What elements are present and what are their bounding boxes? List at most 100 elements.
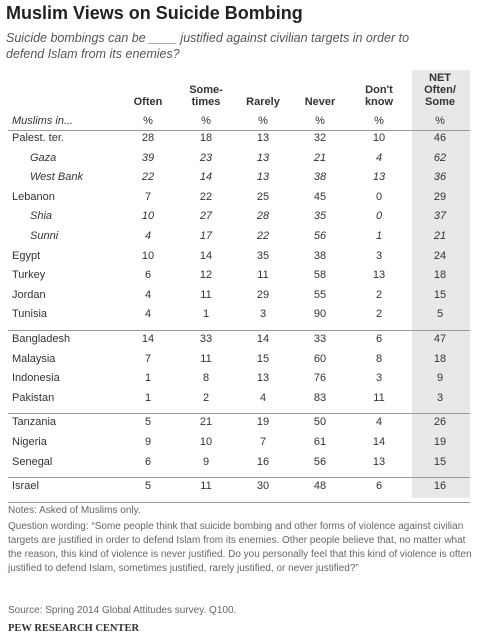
cell: 21 [313, 151, 327, 164]
cell: 2 [375, 288, 383, 301]
question: Question wording: “Some people think tha… [8, 521, 472, 574]
cell: 3 [436, 391, 444, 404]
cell: 32 [313, 132, 327, 144]
cell: 11 [200, 288, 212, 301]
cell: 4 [375, 151, 383, 164]
row-label: Nigeria [12, 436, 47, 448]
row-label: Egypt [12, 249, 41, 262]
cell: 14 [141, 333, 155, 345]
row-label: Tunisia [12, 308, 48, 321]
cell: 35 [256, 249, 270, 262]
row-label: Pakistan [12, 391, 55, 404]
row-label: Lebanon [12, 190, 55, 203]
cell: 2 [375, 308, 383, 321]
separator [8, 477, 470, 479]
cell: 14 [199, 249, 213, 262]
column-header: Often/ [424, 84, 456, 96]
cell: 76 [313, 372, 327, 385]
cell: 50 [313, 416, 327, 429]
cell: 33 [199, 333, 213, 345]
column-header: Some- [189, 84, 223, 96]
row-label: Shia [30, 210, 53, 223]
cell: 17 [199, 230, 213, 242]
cell: 15 [433, 455, 447, 468]
cell: 15 [256, 352, 270, 365]
cell: 10 [199, 436, 213, 448]
row-label: Israel [12, 480, 39, 493]
row-label: Tanzania [12, 416, 57, 429]
column-header: Don't [365, 84, 393, 96]
org: PEW RESEARCH CENTER [8, 623, 140, 634]
cell: 13 [372, 269, 386, 282]
source: Source: Spring 2014 Global Attitudes sur… [8, 605, 237, 616]
row-label: Jordan [12, 288, 46, 301]
subtitle: Suicide bombings can be ____ justified a… [6, 31, 410, 61]
cell: 46 [433, 132, 447, 144]
cell: 3 [375, 372, 383, 385]
cell: 6 [375, 333, 383, 345]
cell: 21 [433, 230, 447, 242]
cell: 22 [256, 230, 270, 242]
unit: % [201, 115, 211, 127]
cell: 56 [313, 230, 327, 242]
unit: % [315, 115, 325, 127]
cell: 11 [200, 480, 212, 493]
cell: 62 [433, 151, 447, 164]
cell: 29 [256, 288, 270, 301]
row-label: West Bank [30, 171, 83, 184]
row-label: Senegal [12, 455, 53, 468]
cell: 11 [373, 391, 385, 404]
cell: 4 [144, 230, 152, 242]
column-header: Never [304, 96, 336, 108]
cell: 25 [256, 190, 270, 203]
cell: 83 [313, 391, 327, 404]
cell: 5 [144, 480, 152, 493]
cell: 10 [141, 249, 155, 262]
cell: 6 [375, 480, 383, 493]
cell: 6 [144, 455, 152, 468]
cell: 37 [433, 210, 447, 223]
cell: 13 [256, 171, 270, 184]
cell: 5 [144, 416, 152, 429]
unit: % [258, 115, 268, 127]
notes: Notes: Asked of Muslims only. [8, 505, 141, 516]
column-header: know [364, 96, 394, 108]
cell: 45 [313, 190, 327, 203]
cell: 4 [144, 288, 152, 301]
cell: 5 [436, 308, 444, 321]
cell: 13 [256, 132, 270, 144]
cell: 6 [144, 269, 152, 282]
unit: % [435, 115, 445, 127]
row-label: Indonesia [12, 372, 60, 385]
cell: 4 [144, 308, 152, 321]
cell: 18 [199, 132, 213, 144]
cell: 19 [433, 436, 447, 448]
net-column-bg [412, 70, 470, 498]
cell: 38 [313, 171, 327, 184]
cell: 23 [199, 151, 213, 164]
cell: 22 [199, 190, 213, 203]
row-label: Gaza [30, 151, 57, 164]
cell: 15 [433, 288, 447, 301]
cell: 26 [433, 416, 447, 429]
row-label: Palest. ter. [12, 132, 64, 144]
cell: 14 [372, 436, 386, 448]
separator [8, 330, 470, 331]
cell: 29 [433, 190, 447, 203]
cell: 1 [144, 372, 152, 385]
row-label: Turkey [12, 269, 46, 282]
cell: 33 [313, 333, 327, 345]
cell: 38 [313, 249, 327, 262]
column-header: Often [133, 96, 163, 108]
cell: 13 [372, 455, 386, 468]
cell: 11 [200, 352, 212, 365]
row-label: Malaysia [12, 352, 56, 365]
cell: 19 [256, 416, 270, 429]
cell: 27 [199, 210, 213, 223]
column-header: Rarely [246, 96, 280, 108]
cell: 14 [199, 171, 213, 184]
cell: 2 [202, 391, 210, 404]
cell: 14 [256, 333, 270, 345]
cell: 7 [144, 352, 152, 365]
cell: 24 [433, 249, 447, 262]
